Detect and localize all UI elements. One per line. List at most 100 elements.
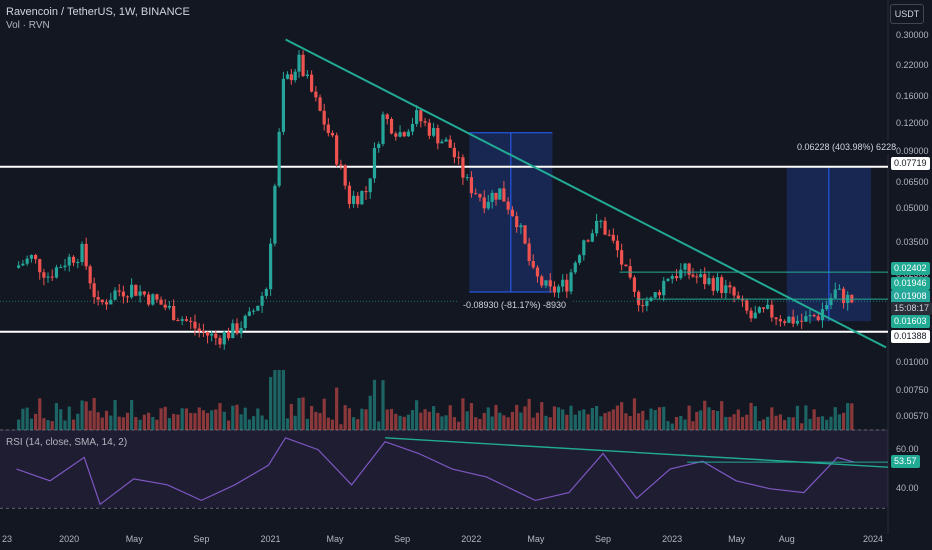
volume-bar [711, 410, 715, 430]
candle-body [50, 276, 54, 278]
candle-body [715, 277, 720, 291]
candle-body [113, 290, 117, 300]
volume-bar [707, 407, 711, 430]
volume-bar [372, 379, 377, 430]
volume-bar [486, 407, 490, 430]
candle-body [611, 234, 615, 241]
volume-bar [637, 413, 641, 430]
volume-bar [833, 407, 837, 430]
volume-bar [465, 411, 469, 430]
candle-body [104, 302, 109, 305]
candle-body [360, 191, 364, 205]
candle-body [641, 305, 645, 307]
candle-body [540, 276, 544, 286]
candle-body [800, 320, 804, 322]
candle-body [527, 243, 531, 261]
candle-body [561, 279, 565, 287]
candle-body [569, 272, 573, 292]
candle-body [343, 165, 347, 186]
rsi-axis-tick: 60.00 [896, 443, 919, 454]
candle-body [808, 315, 812, 317]
candle-body [406, 131, 410, 137]
candle-body [829, 298, 833, 306]
candle-body [163, 304, 167, 308]
candle-body [436, 127, 440, 144]
volume-bar [121, 417, 125, 430]
volume-bar [527, 398, 531, 430]
candle-body [419, 110, 423, 122]
volume-bar [448, 405, 452, 430]
price-axis-tick: 0.00750 [896, 385, 929, 395]
candle-body [402, 132, 406, 137]
candle-body [624, 264, 628, 267]
volume-bar [720, 401, 724, 430]
candle-body [590, 233, 594, 242]
time-axis-tick: 2024 [862, 534, 883, 544]
volume-bar [214, 409, 218, 430]
volume-bar [535, 412, 540, 430]
volume-bar [256, 408, 260, 430]
currency-unit-button[interactable]: USDT [890, 4, 924, 24]
volume-bar [360, 408, 364, 430]
price-axis-tick: 0.05000 [896, 202, 929, 213]
volume-bar [556, 407, 561, 430]
candle-body [632, 277, 637, 292]
volume-bar [297, 397, 301, 430]
candle-body [260, 295, 264, 306]
price-tag: 0.01908 [891, 290, 930, 303]
candle-body [791, 316, 795, 324]
candle-body [444, 139, 448, 142]
volume-bar [687, 405, 691, 430]
volume-bar [482, 412, 486, 430]
candle-body [691, 274, 695, 277]
volume-bar [330, 419, 335, 430]
candle-body [205, 331, 210, 336]
volume-bar [155, 419, 159, 430]
volume-bar [732, 414, 736, 430]
volume-bar [163, 406, 167, 430]
volume-bar [490, 416, 494, 430]
volume-bar [322, 398, 326, 430]
candle-body [293, 71, 297, 81]
candle-body [34, 254, 38, 260]
candle-body [478, 194, 482, 198]
volume-bar [92, 397, 96, 430]
candle-body [465, 177, 469, 179]
candle-body [565, 279, 569, 292]
candle-body [100, 299, 104, 303]
candle-body [812, 315, 816, 317]
candle-body [134, 284, 138, 296]
volume-bar [800, 423, 804, 430]
price-axis-tick: 0.12000 [896, 118, 929, 129]
volume-bar [180, 408, 184, 430]
volume-bar [247, 419, 251, 430]
candle-body [452, 147, 456, 158]
candle-body [17, 265, 21, 268]
candle-body [544, 280, 548, 286]
candle-body [461, 157, 465, 178]
volume-bar [804, 405, 808, 430]
volume-bar [461, 398, 465, 430]
volume-bar [653, 410, 657, 430]
volume-bar [427, 411, 431, 430]
descending-trendline [285, 38, 887, 349]
volume-bar [531, 417, 535, 430]
volume-bar [691, 421, 695, 430]
volume-bar [88, 410, 92, 430]
volume-bar [837, 414, 842, 430]
volume-bar [582, 409, 586, 430]
volume-bar [326, 417, 330, 430]
candle-body [432, 127, 436, 136]
volume-bar [352, 417, 356, 430]
volume-bar [394, 413, 398, 430]
volume-bar [761, 419, 766, 430]
volume-bar [728, 416, 732, 430]
volume-bar [269, 377, 273, 430]
volume-bar [59, 409, 63, 430]
candle-body [210, 333, 214, 336]
candle-body [80, 243, 84, 262]
price-tag: 0.01388 [891, 330, 930, 343]
volume-bar [239, 414, 243, 430]
candle-body [84, 243, 88, 267]
